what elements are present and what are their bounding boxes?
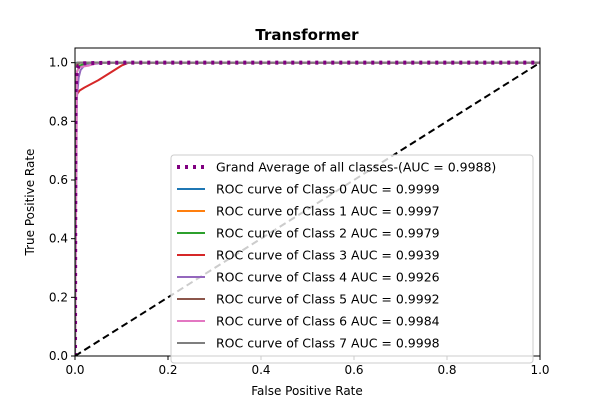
x-tick-label: 0.6 <box>344 363 363 377</box>
x-tick-label: 0.0 <box>65 363 84 377</box>
legend-entry-8: ROC curve of Class 7 AUC = 0.9998 <box>216 336 440 351</box>
y-axis-label: True Positive Rate <box>23 149 37 257</box>
legend-entry-1: ROC curve of Class 0 AUC = 0.9999 <box>216 182 440 197</box>
y-tick-label: 0.8 <box>49 114 68 128</box>
x-tick-label: 0.2 <box>158 363 177 377</box>
legend-entry-0: Grand Average of all classes-(AUC = 0.99… <box>216 160 496 175</box>
legend-entry-6: ROC curve of Class 5 AUC = 0.9992 <box>216 292 440 307</box>
x-axis-label: False Positive Rate <box>251 384 363 398</box>
plot-area <box>75 60 540 356</box>
legend-entry-4: ROC curve of Class 3 AUC = 0.9939 <box>216 248 440 263</box>
legend-entry-3: ROC curve of Class 2 AUC = 0.9979 <box>216 226 440 241</box>
chance-diagonal-line <box>75 61 540 356</box>
legend-entry-7: ROC curve of Class 6 AUC = 0.9984 <box>216 314 440 329</box>
y-tick-label: 1.0 <box>49 56 68 70</box>
y-tick-label: 0.2 <box>49 290 68 304</box>
chart-title: Transformer <box>255 26 359 44</box>
x-tick-label: 0.8 <box>437 363 456 377</box>
x-tick-label: 1.0 <box>530 363 549 377</box>
y-tick-label: 0.4 <box>49 232 68 246</box>
y-tick-label: 0.6 <box>49 173 68 187</box>
legend: Grand Average of all classes-(AUC = 0.99… <box>170 154 534 364</box>
legend-box <box>170 154 534 364</box>
y-tick-label: 0.0 <box>49 349 68 363</box>
x-tick-label: 0.4 <box>251 363 270 377</box>
axes: 0.0 0.2 0.4 0.6 0.8 1.0 0.0 0.2 0.4 0.6 0.8 1.0 <box>49 47 550 377</box>
legend-entry-2: ROC curve of Class 1 AUC = 0.9997 <box>216 204 440 219</box>
legend-entry-5: ROC curve of Class 4 AUC = 0.9926 <box>216 270 440 285</box>
